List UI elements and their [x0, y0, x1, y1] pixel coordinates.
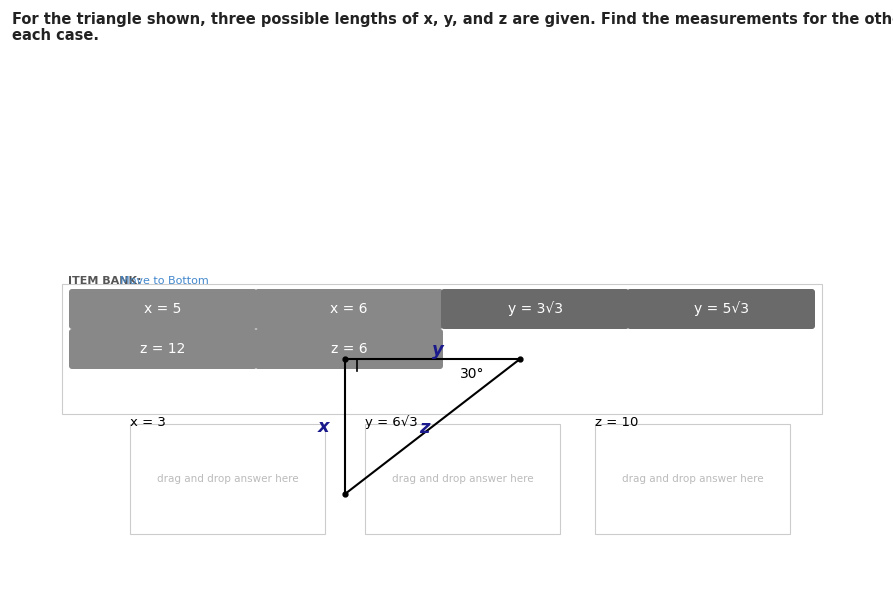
- FancyBboxPatch shape: [69, 329, 257, 369]
- Text: x: x: [317, 418, 329, 435]
- Text: y = 6√3: y = 6√3: [365, 415, 418, 429]
- FancyBboxPatch shape: [627, 289, 815, 329]
- Bar: [365, 424, 560, 534]
- Text: x = 6: x = 6: [330, 302, 368, 316]
- Text: drag and drop answer here: drag and drop answer here: [156, 474, 298, 484]
- Text: For the triangle shown, three possible lengths of x, y, and z are given. Find th: For the triangle shown, three possible l…: [12, 12, 893, 27]
- FancyBboxPatch shape: [441, 289, 629, 329]
- Text: z = 6: z = 6: [330, 342, 367, 356]
- Text: Move to Bottom: Move to Bottom: [120, 276, 209, 286]
- Text: y = 3√3: y = 3√3: [507, 302, 563, 317]
- Text: z = 12: z = 12: [140, 342, 186, 356]
- Text: each case.: each case.: [12, 28, 99, 43]
- Text: y = 5√3: y = 5√3: [694, 302, 748, 317]
- Text: x = 3: x = 3: [130, 416, 166, 429]
- Bar: [130, 424, 325, 534]
- Bar: [62, 284, 822, 414]
- Text: x = 5: x = 5: [145, 302, 181, 316]
- Text: 30°: 30°: [460, 367, 485, 381]
- FancyBboxPatch shape: [255, 289, 443, 329]
- Text: z: z: [420, 419, 430, 437]
- Text: drag and drop answer here: drag and drop answer here: [392, 474, 533, 484]
- Text: y: y: [431, 341, 444, 359]
- FancyBboxPatch shape: [255, 329, 443, 369]
- Text: drag and drop answer here: drag and drop answer here: [622, 474, 764, 484]
- Text: z = 10: z = 10: [595, 416, 638, 429]
- Bar: [595, 424, 790, 534]
- Text: ITEM BANK:: ITEM BANK:: [68, 276, 146, 286]
- FancyBboxPatch shape: [69, 289, 257, 329]
